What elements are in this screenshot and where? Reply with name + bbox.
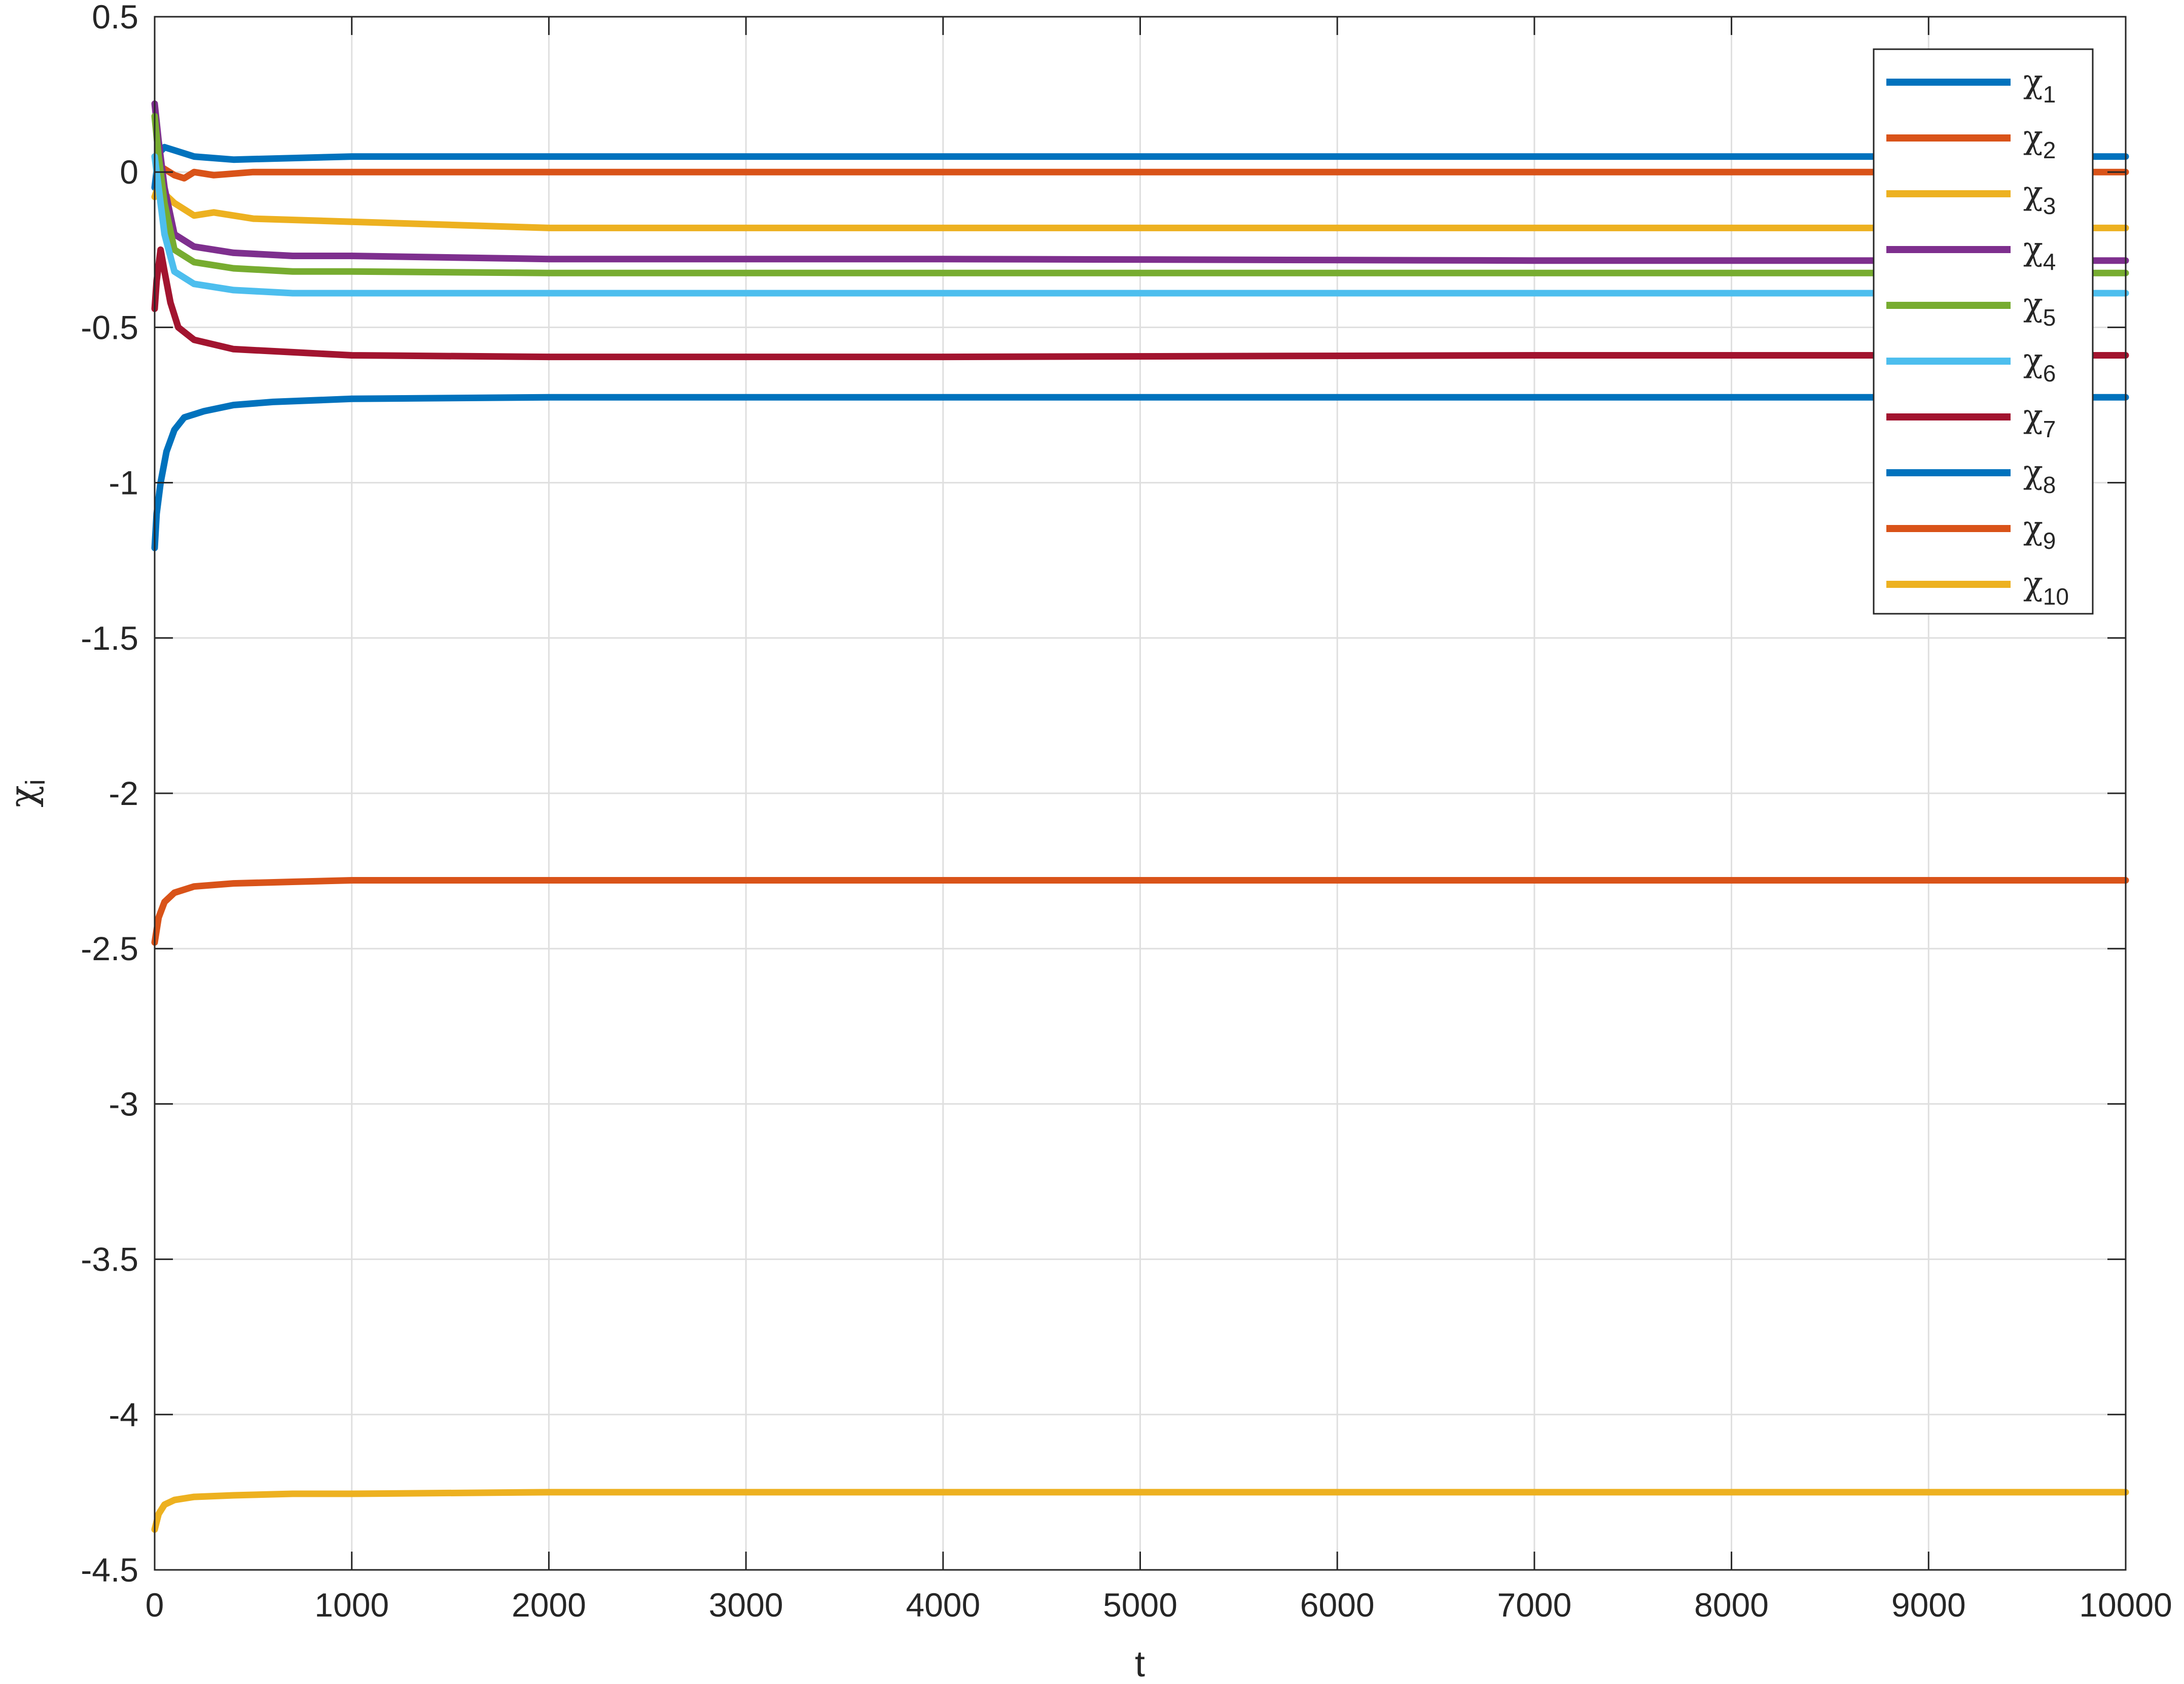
legend-item: χ9	[1886, 509, 2056, 554]
y-tick-label: -4	[109, 1396, 138, 1433]
y-axis-label: χi	[2, 779, 51, 808]
series-lines	[151, 100, 2129, 1533]
x-tick-label: 0	[146, 1586, 164, 1624]
legend-box	[1873, 48, 2094, 615]
y-axis-label-symbol: χ	[2, 785, 44, 808]
legend-label: χ5	[2023, 286, 2056, 331]
y-tick-label: -0.5	[81, 308, 138, 346]
legend-label: χ3	[2023, 174, 2056, 219]
x-tick-label: 8000	[1694, 1586, 1769, 1624]
legend-label: χ2	[2023, 119, 2056, 163]
series-line-chi-5	[151, 113, 2129, 276]
series-line-chi-6	[151, 153, 2129, 297]
y-tick-label: -3.5	[81, 1241, 138, 1278]
x-tick-label: 7000	[1497, 1586, 1571, 1624]
x-axis-ticks: 0 1000 2000 3000 4000 5000 6000 7000 8000 9000 100…	[146, 17, 2172, 1624]
x-tick-label: 3000	[709, 1586, 783, 1624]
y-tick-label: -2	[109, 775, 138, 812]
y-tick-label: 0	[120, 153, 138, 191]
legend-item: χ8	[1886, 453, 2056, 498]
series-line-chi-7	[151, 246, 2129, 361]
legend-label: χ7	[2023, 398, 2056, 442]
y-tick-label: -2.5	[81, 930, 138, 967]
y-tick-label: -3	[109, 1085, 138, 1122]
x-tick-label: 4000	[906, 1586, 980, 1624]
x-tick-label: 9000	[1891, 1586, 1966, 1624]
legend-item: χ2	[1886, 119, 2056, 163]
legend: χ1 χ2 χ3 χ4 χ5 χ6 χ7 χ8 χ9 χ10	[1873, 48, 2094, 615]
series-line-chi-8	[151, 394, 2129, 551]
legend-label: χ4	[2023, 230, 2056, 275]
x-tick-label: 10000	[2079, 1586, 2172, 1624]
y-axis-label-subscript: i	[20, 779, 51, 785]
legend-label: χ8	[2023, 453, 2056, 498]
x-axis-label: t	[1135, 1644, 1145, 1684]
x-tick-label: 6000	[1300, 1586, 1375, 1624]
y-tick-label: -1	[109, 464, 138, 502]
legend-item: χ4	[1886, 230, 2056, 275]
legend-label: χ1	[2023, 63, 2056, 108]
legend-item: χ5	[1886, 286, 2056, 331]
legend-label: χ6	[2023, 342, 2056, 387]
legend-item: χ3	[1886, 174, 2056, 219]
x-tick-label: 2000	[512, 1586, 586, 1624]
series-line-chi-9	[151, 877, 2129, 946]
y-axis-ticks: 0.5 0 -0.5 -1 -1.5 -2 -2.5 -3 -3.5 -4 -4.5	[81, 0, 2126, 1589]
legend-label: χ10	[2023, 565, 2069, 610]
legend-label: χ9	[2023, 509, 2056, 554]
series-line-chi-10	[151, 1489, 2129, 1533]
y-tick-label: 0.5	[92, 0, 138, 36]
x-tick-label: 1000	[314, 1586, 389, 1624]
svg-text:χi: χi	[2, 779, 51, 808]
legend-item: χ7	[1886, 398, 2056, 442]
y-tick-label: -4.5	[81, 1551, 138, 1589]
x-tick-label: 5000	[1103, 1586, 1177, 1624]
legend-item: χ1	[1886, 63, 2056, 108]
y-tick-label: -1.5	[81, 619, 138, 657]
legend-item: χ10	[1886, 565, 2069, 610]
legend-item: χ6	[1886, 342, 2056, 387]
